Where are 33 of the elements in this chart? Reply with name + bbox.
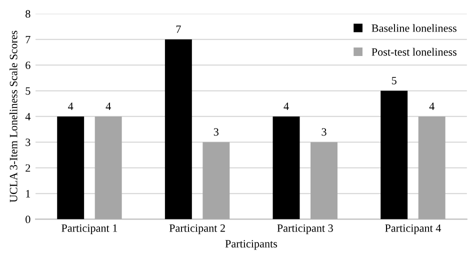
y-tick-label: 1 <box>26 190 30 198</box>
y-tick-label: 8 <box>26 10 30 18</box>
y-tick-label: 2 <box>26 164 30 172</box>
bar <box>418 116 446 220</box>
data-label: 5 <box>392 76 396 84</box>
x-tick-label: Participant 2 <box>169 224 225 234</box>
y-tick-label: 7 <box>26 36 30 44</box>
bar <box>57 116 84 220</box>
y-axis-title: UCLA 3-Item Loneliness Scale Scores <box>10 30 18 202</box>
bar <box>164 39 192 220</box>
x-tick-label: Participant 4 <box>385 224 442 234</box>
data-label: 3 <box>322 128 326 136</box>
x-axis-title: Participants <box>225 240 278 250</box>
data-label: 7 <box>176 26 181 33</box>
data-label: 4 <box>106 102 111 110</box>
y-tick-label: 0 <box>26 216 30 224</box>
data-label: 4 <box>68 102 74 110</box>
legend-label: Baseline loneliness <box>372 24 456 32</box>
bar <box>94 116 122 220</box>
x-tick-label: Participant 1 <box>62 224 118 234</box>
bar <box>380 90 408 220</box>
y-tick-label: 5 <box>26 87 30 95</box>
legend-label: Post-test loneliness <box>372 48 456 56</box>
y-tick-label: 6 <box>26 62 30 70</box>
bar <box>272 116 300 220</box>
data-label: 4 <box>284 102 289 110</box>
y-tick-label: 3 <box>26 138 30 146</box>
data-label: 4 <box>429 102 434 110</box>
data-label: 3 <box>214 128 219 136</box>
y-tick-label: 4 <box>25 112 31 120</box>
x-tick-label: Participant 3 <box>277 224 333 234</box>
bar <box>310 142 338 220</box>
bar <box>202 142 230 220</box>
